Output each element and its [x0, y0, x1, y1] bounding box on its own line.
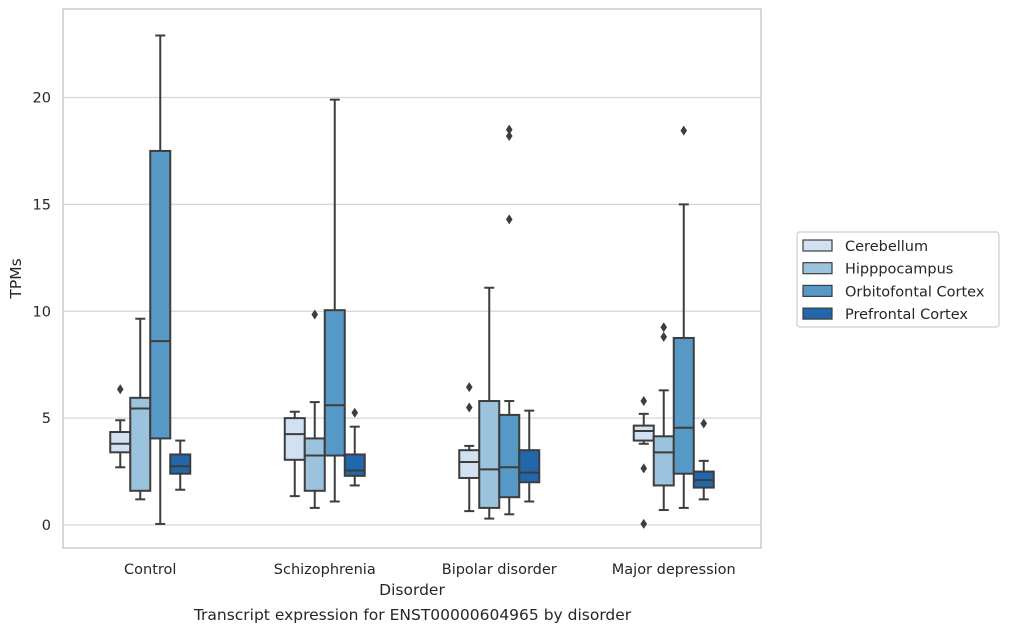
- outlier-point: [640, 463, 648, 474]
- legend-swatch: [802, 307, 833, 320]
- box-3-2: [518, 449, 541, 484]
- legend-swatch: [802, 239, 833, 252]
- x-tick-label: Bipolar disorder: [442, 562, 557, 578]
- outlier-point: [640, 396, 648, 407]
- outlier-point: [505, 214, 513, 225]
- box-0-3: [632, 424, 655, 442]
- x-tick-label: Major depression: [612, 562, 736, 578]
- outlier-point: [116, 384, 124, 395]
- box-0-1: [283, 417, 306, 461]
- x-tick-label: Schizophrenia: [274, 562, 376, 578]
- chart-caption: Transcript expression for ENST0000060496…: [193, 606, 632, 624]
- y-tick-label: 5: [42, 411, 51, 427]
- legend-swatch: [802, 284, 833, 297]
- outlier-point: [505, 130, 513, 141]
- box-0-2: [458, 449, 481, 479]
- box-1-0: [129, 396, 152, 492]
- legend-box: [796, 231, 1000, 328]
- legend-label: Hipppocampus: [845, 262, 953, 278]
- legend-swatch: [802, 262, 833, 275]
- box-2-2: [498, 413, 521, 499]
- y-axis-label: TPMs: [7, 258, 25, 299]
- legend-label: Cerebellum: [845, 239, 928, 255]
- outlier-point: [465, 402, 473, 413]
- x-axis-label: Disorder: [379, 581, 445, 599]
- legend-label: Orbitofontal Cortex: [845, 284, 985, 300]
- box-2-0: [149, 149, 172, 440]
- outlier-point: [505, 124, 513, 135]
- box-2-3: [672, 336, 695, 475]
- outlier-point: [660, 322, 668, 333]
- outlier-point: [660, 331, 668, 342]
- box-1-1: [303, 437, 326, 492]
- legend-label: Prefrontal Cortex: [845, 307, 968, 323]
- y-tick-label: 20: [33, 91, 51, 107]
- y-tick-label: 15: [33, 197, 51, 213]
- box-1-3: [652, 435, 675, 487]
- box-3-0: [169, 453, 192, 475]
- outlier-point: [680, 125, 688, 136]
- box-0-0: [109, 431, 132, 454]
- outlier-point: [465, 382, 473, 393]
- box-2-1: [323, 309, 346, 457]
- y-tick-label: 10: [33, 304, 51, 320]
- y-tick-label: 0: [42, 518, 51, 534]
- box-3-1: [343, 453, 366, 477]
- box-1-2: [478, 400, 501, 509]
- outlier-point: [351, 407, 359, 418]
- outlier-point: [640, 518, 648, 529]
- outlier-point: [700, 418, 708, 429]
- x-tick-label: Control: [124, 562, 176, 578]
- plot-frame: [62, 8, 762, 549]
- outlier-point: [311, 309, 319, 320]
